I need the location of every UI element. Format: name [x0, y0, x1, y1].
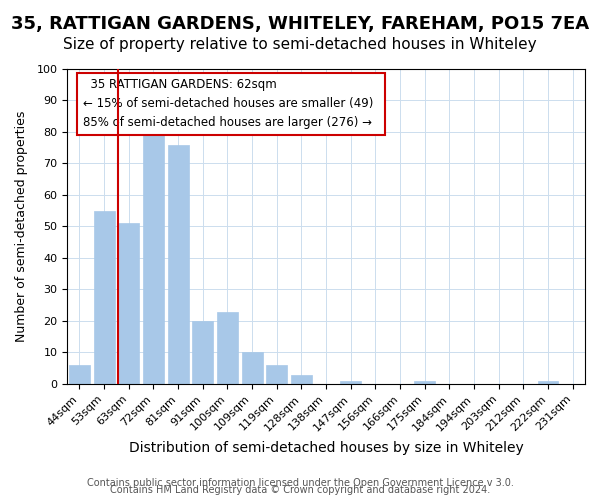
Bar — [69, 365, 90, 384]
Bar — [143, 135, 164, 384]
Bar — [266, 365, 287, 384]
Bar — [118, 224, 139, 384]
Text: 35, RATTIGAN GARDENS, WHITELEY, FAREHAM, PO15 7EA: 35, RATTIGAN GARDENS, WHITELEY, FAREHAM,… — [11, 15, 589, 33]
Bar — [217, 312, 238, 384]
Y-axis label: Number of semi-detached properties: Number of semi-detached properties — [15, 111, 28, 342]
Bar — [538, 381, 559, 384]
Text: Contains public sector information licensed under the Open Government Licence v : Contains public sector information licen… — [86, 478, 514, 488]
Bar — [414, 381, 435, 384]
Bar — [192, 321, 213, 384]
Text: Size of property relative to semi-detached houses in Whiteley: Size of property relative to semi-detach… — [63, 38, 537, 52]
Text: 35 RATTIGAN GARDENS: 62sqm
← 15% of semi-detached houses are smaller (49)
85% of: 35 RATTIGAN GARDENS: 62sqm ← 15% of semi… — [83, 78, 379, 130]
Bar — [167, 144, 188, 384]
Bar — [340, 381, 361, 384]
Bar — [94, 210, 115, 384]
Bar — [242, 352, 263, 384]
Bar — [291, 374, 312, 384]
Text: Contains HM Land Registry data © Crown copyright and database right 2024.: Contains HM Land Registry data © Crown c… — [110, 485, 490, 495]
X-axis label: Distribution of semi-detached houses by size in Whiteley: Distribution of semi-detached houses by … — [128, 441, 523, 455]
